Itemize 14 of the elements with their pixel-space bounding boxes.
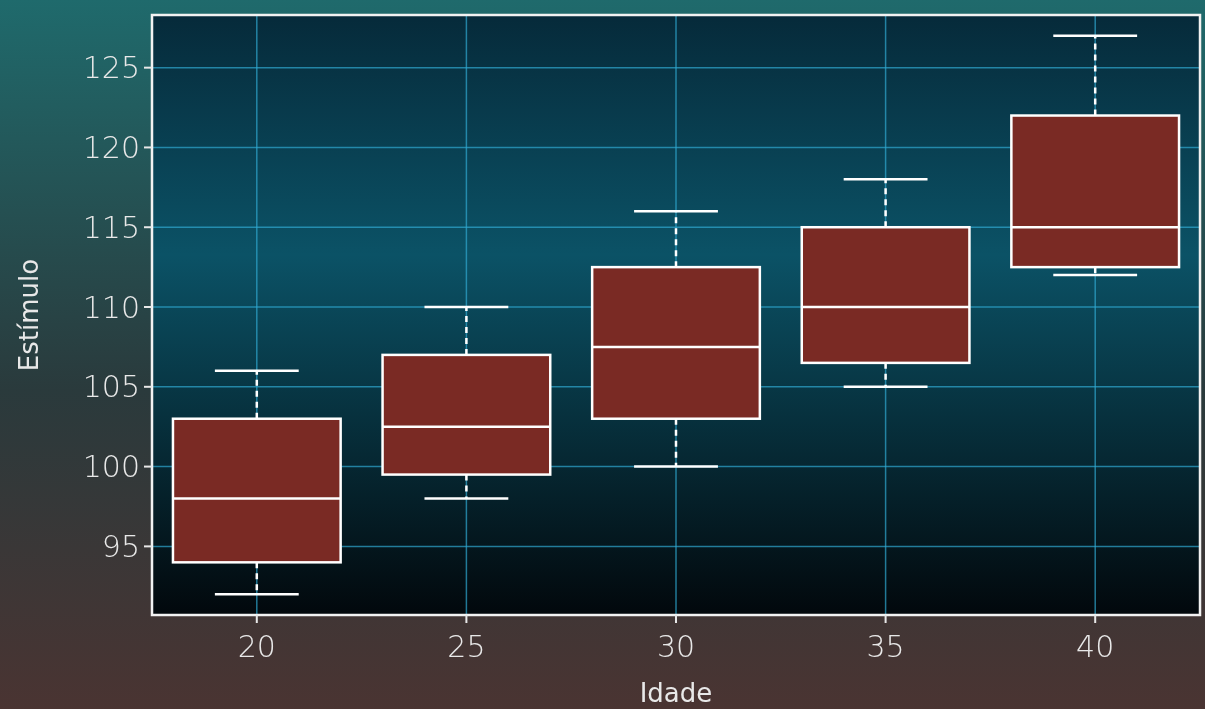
x-tick-label: 30 xyxy=(656,629,696,664)
y-tick-label: 95 xyxy=(101,528,140,564)
y-tick-label: 115 xyxy=(82,209,140,245)
x-tick-label: 20 xyxy=(237,629,276,664)
y-tick-label: 125 xyxy=(82,50,140,86)
y-axis-title: Estímulo xyxy=(14,258,44,372)
y-tick-label: 100 xyxy=(82,449,140,485)
y-tick-label: 120 xyxy=(82,129,140,165)
x-tick-label: 40 xyxy=(1076,629,1115,664)
y-tick-label: 110 xyxy=(82,289,140,325)
y-tick-label: 105 xyxy=(82,369,140,405)
x-tick-label: 25 xyxy=(447,629,486,664)
x-axis-title: Idade xyxy=(639,678,713,708)
x-tick-label: 35 xyxy=(866,629,905,664)
